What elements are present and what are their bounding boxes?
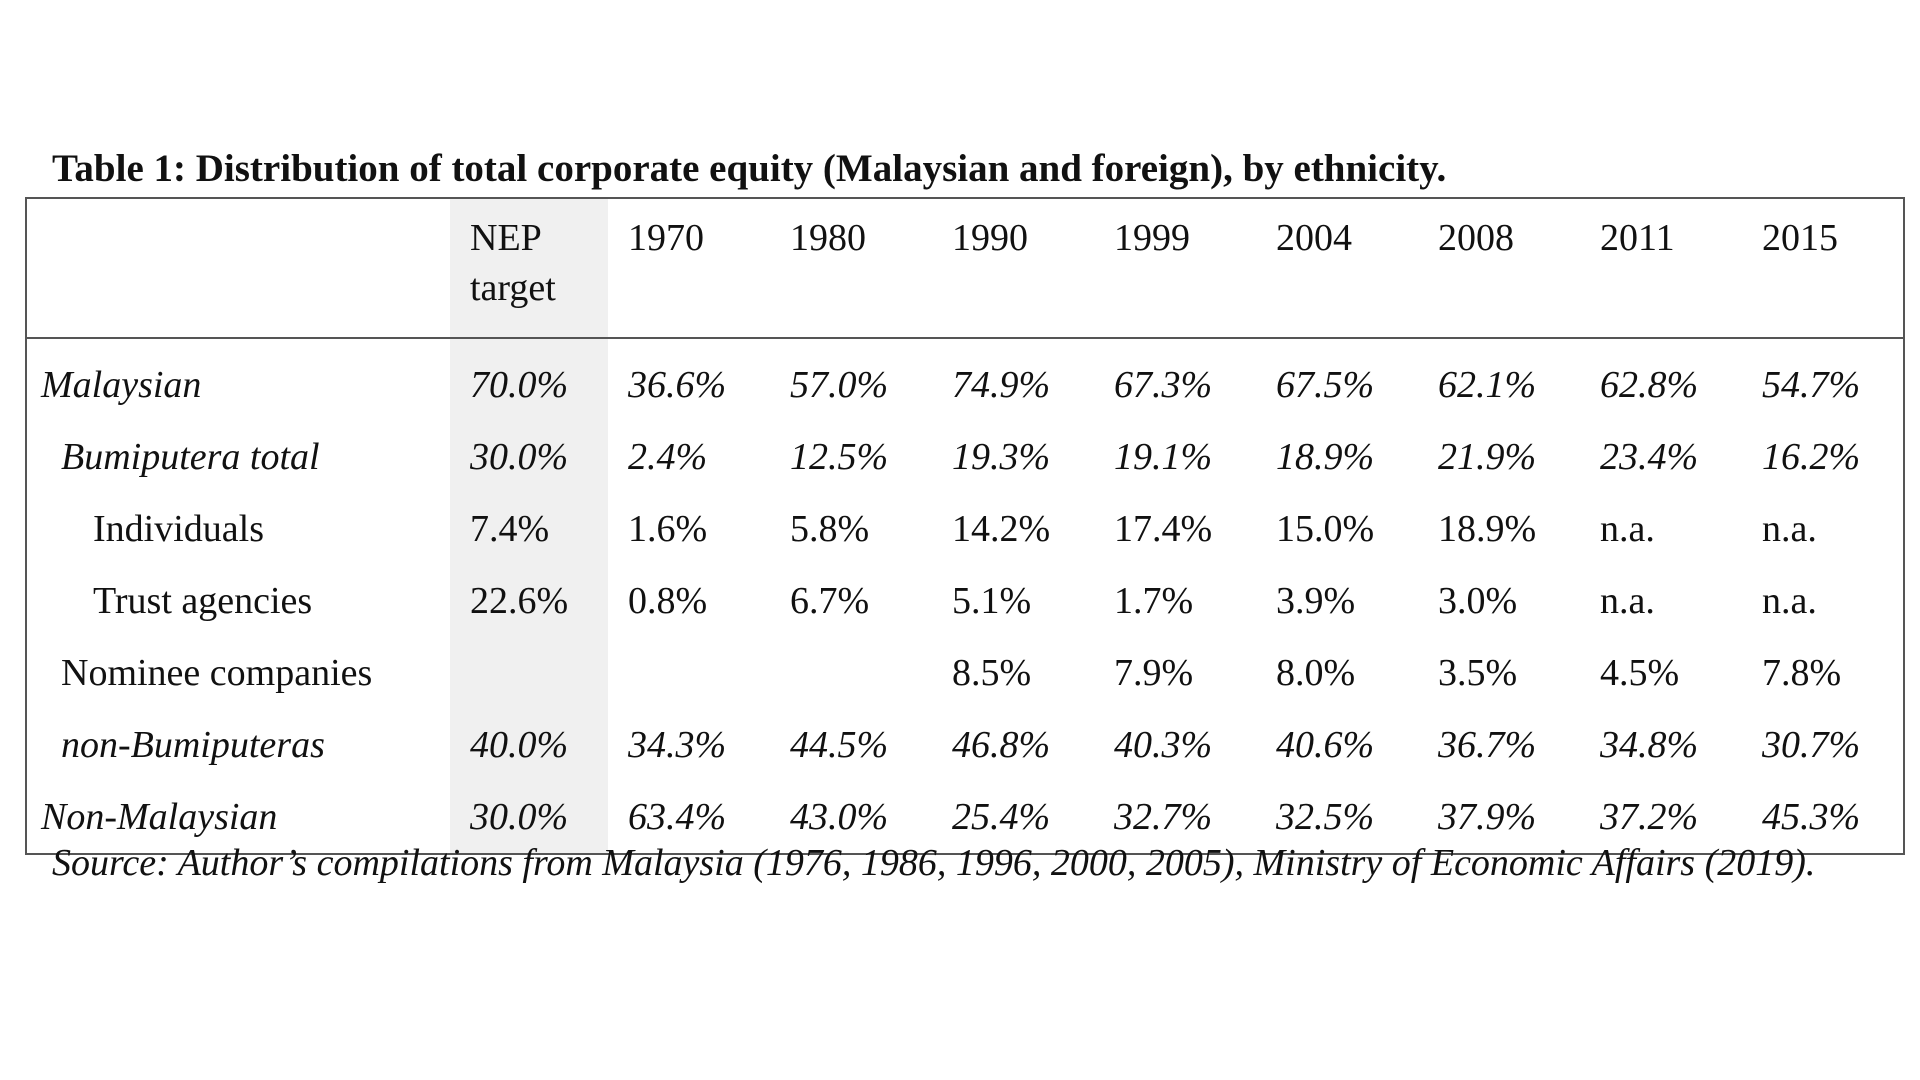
cell: 63.4% — [628, 796, 727, 838]
cell: 62.1% — [1438, 364, 1537, 406]
cell: 22.6% — [450, 565, 608, 637]
header-cell: 2008 — [1418, 198, 1580, 339]
cell: 12.5% — [790, 436, 889, 478]
header-cell: 1980 — [770, 198, 932, 339]
cell: n.a. — [1762, 508, 1817, 550]
cell: 6.7% — [790, 580, 870, 622]
cell — [608, 637, 770, 709]
cell — [450, 637, 608, 709]
table-title: Table 1: Distribution of total corporate… — [52, 147, 1447, 190]
cell: 74.9% — [952, 364, 1051, 406]
header-cell — [26, 198, 450, 339]
row-label: Individuals — [93, 508, 264, 550]
cell: 8.0% — [1276, 652, 1356, 694]
cell: 8.5% — [952, 652, 1032, 694]
header-cell: 2015 — [1742, 198, 1904, 339]
cell: 21.9% — [1438, 436, 1537, 478]
cell: 30.0% — [450, 781, 608, 854]
table-row: Malaysian 70.0% 36.6% 57.0% 74.9% 67.3% 67.5% 6… — [26, 338, 1904, 421]
cell: 70.0% — [450, 338, 608, 421]
cell: 15.0% — [1276, 508, 1375, 550]
table-row: Individuals 7.4% 1.6% 5.8% 14.2% 17.4% 15.0% 18… — [26, 493, 1904, 565]
row-label: Malaysian — [41, 364, 202, 406]
cell — [770, 637, 932, 709]
table-row: Bumiputera total 30.0% 2.4% 12.5% 19.3% 19.1%… — [26, 421, 1904, 493]
cell: 16.2% — [1762, 436, 1861, 478]
cell: 23.4% — [1600, 436, 1699, 478]
cell: 67.3% — [1114, 364, 1213, 406]
cell: n.a. — [1600, 508, 1655, 550]
cell: 43.0% — [790, 796, 889, 838]
header-cell: 2011 — [1580, 198, 1742, 339]
cell: 7.4% — [450, 493, 608, 565]
cell: n.a. — [1762, 580, 1817, 622]
source-note: Source: Author’s compilations from Malay… — [52, 842, 1816, 884]
cell: 40.0% — [450, 709, 608, 781]
cell: 45.3% — [1762, 796, 1861, 838]
cell: n.a. — [1600, 580, 1655, 622]
cell: 19.3% — [952, 436, 1051, 478]
cell: 17.4% — [1114, 508, 1213, 550]
cell: 3.9% — [1276, 580, 1356, 622]
table-header: NEP target 1970 1980 1990 1999 2004 2008 2011 20… — [26, 198, 1904, 339]
cell: 3.5% — [1438, 652, 1518, 694]
cell: 14.2% — [952, 508, 1051, 550]
header-cell: NEP target — [450, 198, 608, 339]
header-cell: 1999 — [1094, 198, 1256, 339]
cell: 62.8% — [1600, 364, 1699, 406]
row-label: Nominee companies — [61, 652, 373, 694]
row-label: Trust agencies — [93, 580, 313, 622]
cell: 46.8% — [952, 724, 1051, 766]
cell: 7.9% — [1114, 652, 1194, 694]
header-row: NEP target 1970 1980 1990 1999 2004 2008 2011 20… — [26, 198, 1904, 339]
cell: 54.7% — [1762, 364, 1861, 406]
cell: 25.4% — [952, 796, 1051, 838]
cell: 44.5% — [790, 724, 889, 766]
cell: 19.1% — [1114, 436, 1213, 478]
cell: 37.2% — [1600, 796, 1699, 838]
cell: 4.5% — [1600, 652, 1680, 694]
cell: 32.5% — [1276, 796, 1375, 838]
cell: 40.3% — [1114, 724, 1213, 766]
table-row: Trust agencies 22.6% 0.8% 6.7% 5.1% 1.7% 3.9% 3… — [26, 565, 1904, 637]
table-body: Malaysian 70.0% 36.6% 57.0% 74.9% 67.3% 67.5% 6… — [26, 338, 1904, 854]
table-row: Nominee companies 8.5% 7.9% 8.0% 3.5% 4.5% 7.8… — [26, 637, 1904, 709]
cell: 34.3% — [628, 724, 727, 766]
equity-table: NEP target 1970 1980 1990 1999 2004 2008 2011 20… — [25, 197, 1905, 855]
cell: 1.7% — [1114, 580, 1194, 622]
cell: 36.7% — [1438, 724, 1537, 766]
cell: 67.5% — [1276, 364, 1375, 406]
cell: 1.6% — [628, 508, 708, 550]
header-cell: 1970 — [608, 198, 770, 339]
cell: 5.8% — [790, 508, 870, 550]
header-cell: 1990 — [932, 198, 1094, 339]
cell: 5.1% — [952, 580, 1032, 622]
cell: 40.6% — [1276, 724, 1375, 766]
cell: 18.9% — [1438, 508, 1537, 550]
cell: 7.8% — [1762, 652, 1842, 694]
cell: 36.6% — [628, 364, 727, 406]
cell: 2.4% — [628, 436, 708, 478]
table-row: Non-Malaysian 30.0% 63.4% 43.0% 25.4% 32.7% 32… — [26, 781, 1904, 854]
cell: 0.8% — [628, 580, 708, 622]
header-cell: 2004 — [1256, 198, 1418, 339]
cell: 30.0% — [450, 421, 608, 493]
cell: 37.9% — [1438, 796, 1537, 838]
cell: 57.0% — [790, 364, 889, 406]
table-row: non-Bumiputeras 40.0% 34.3% 44.5% 46.8% 40.3%… — [26, 709, 1904, 781]
cell: 30.7% — [1762, 724, 1861, 766]
cell: 34.8% — [1600, 724, 1699, 766]
cell: 18.9% — [1276, 436, 1375, 478]
cell: 32.7% — [1114, 796, 1213, 838]
cell: 3.0% — [1438, 580, 1518, 622]
row-label: Bumiputera total — [61, 436, 320, 478]
row-label: non-Bumiputeras — [61, 724, 325, 766]
row-label: Non-Malaysian — [41, 796, 278, 838]
